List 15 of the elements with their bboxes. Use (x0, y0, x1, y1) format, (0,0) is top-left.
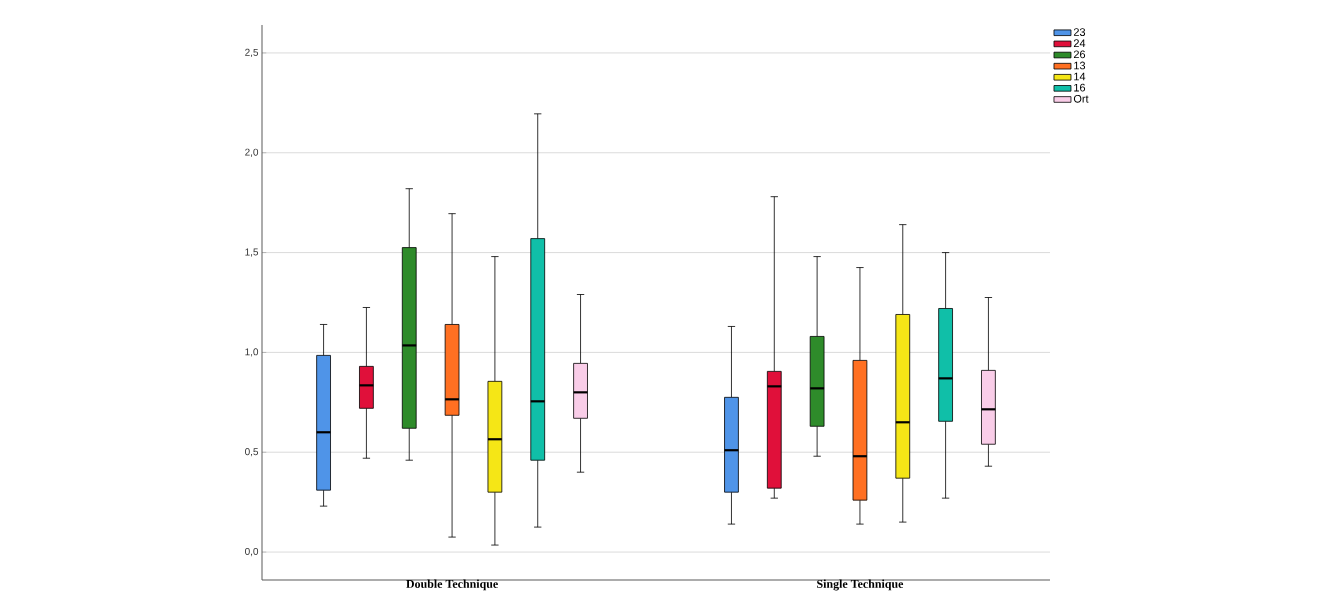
x-tick-label: Single Technique (817, 579, 904, 591)
y-tick-label: 2,5 (245, 48, 259, 58)
legend-label: 14 (1074, 72, 1086, 81)
legend-label: 13 (1074, 61, 1086, 70)
y-tick-label: 1,5 (245, 248, 259, 257)
legend-label: 24 (1073, 39, 1086, 47)
y-tick-label: 1,0 (245, 348, 259, 357)
y-tick-label: 0,5 (245, 448, 259, 457)
legend-label: 23 (1073, 28, 1086, 36)
legend-label: 26 (1073, 50, 1086, 59)
y-tick-label: 0,0 (245, 547, 259, 557)
legend-label: 16 (1074, 83, 1086, 92)
y-tick-label: 2,0 (245, 148, 259, 157)
x-tick-label: Double Technique (406, 579, 498, 591)
legend-label: Ort (1073, 94, 1089, 103)
